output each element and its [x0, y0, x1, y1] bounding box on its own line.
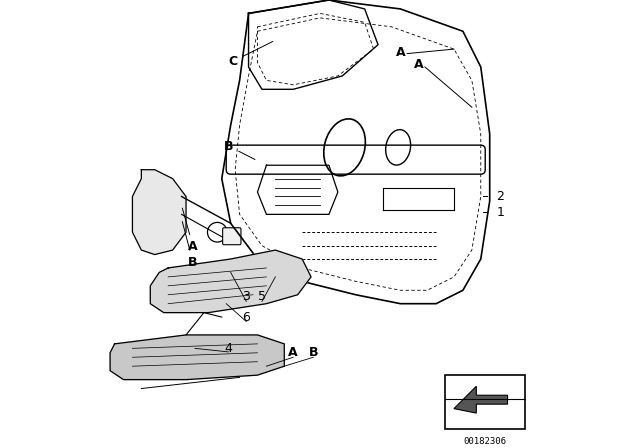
- Text: 6: 6: [243, 310, 250, 323]
- Text: B: B: [182, 221, 198, 269]
- Polygon shape: [132, 170, 186, 254]
- Text: 1: 1: [497, 206, 504, 219]
- FancyBboxPatch shape: [223, 228, 241, 245]
- Text: B: B: [308, 346, 318, 359]
- Text: A: A: [396, 46, 406, 59]
- Text: 3: 3: [243, 290, 250, 303]
- Text: 4: 4: [225, 342, 232, 355]
- Polygon shape: [454, 386, 508, 413]
- Text: C: C: [228, 41, 273, 68]
- Text: 2: 2: [497, 190, 504, 203]
- Text: B: B: [224, 140, 255, 159]
- Polygon shape: [110, 335, 284, 379]
- Text: 00182306: 00182306: [464, 437, 507, 446]
- Text: A: A: [415, 58, 424, 71]
- Text: A: A: [182, 208, 198, 253]
- Text: 5: 5: [258, 290, 266, 303]
- Polygon shape: [150, 250, 311, 313]
- Text: A: A: [289, 346, 298, 359]
